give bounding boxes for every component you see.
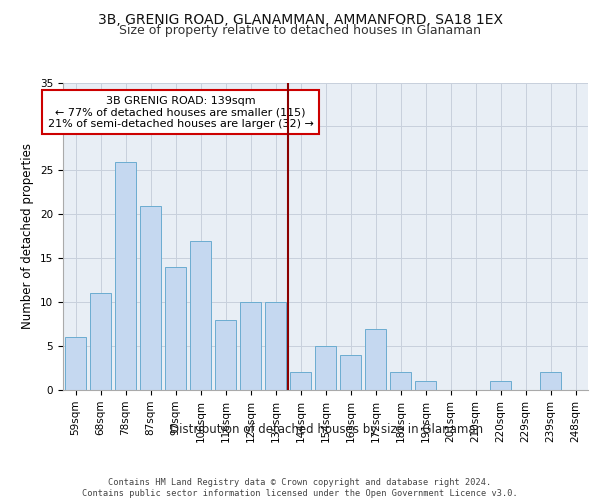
Bar <box>415 381 436 390</box>
Bar <box>65 338 86 390</box>
Text: 3B GRENIG ROAD: 139sqm
← 77% of detached houses are smaller (115)
21% of semi-de: 3B GRENIG ROAD: 139sqm ← 77% of detached… <box>47 96 313 129</box>
Bar <box>90 294 111 390</box>
Y-axis label: Number of detached properties: Number of detached properties <box>22 143 34 329</box>
Bar <box>240 302 261 390</box>
Bar <box>140 206 161 390</box>
Bar <box>315 346 336 390</box>
Bar <box>290 372 311 390</box>
Bar <box>115 162 136 390</box>
Bar <box>165 267 186 390</box>
Bar <box>215 320 236 390</box>
Bar <box>490 381 511 390</box>
Bar <box>190 240 211 390</box>
Text: Distribution of detached houses by size in Glanaman: Distribution of detached houses by size … <box>170 422 484 436</box>
Text: 3B, GRENIG ROAD, GLANAMMAN, AMMANFORD, SA18 1EX: 3B, GRENIG ROAD, GLANAMMAN, AMMANFORD, S… <box>97 12 503 26</box>
Bar <box>365 328 386 390</box>
Text: Contains HM Land Registry data © Crown copyright and database right 2024.
Contai: Contains HM Land Registry data © Crown c… <box>82 478 518 498</box>
Text: Size of property relative to detached houses in Glanaman: Size of property relative to detached ho… <box>119 24 481 37</box>
Bar <box>390 372 411 390</box>
Bar <box>540 372 561 390</box>
Bar <box>340 355 361 390</box>
Bar <box>265 302 286 390</box>
